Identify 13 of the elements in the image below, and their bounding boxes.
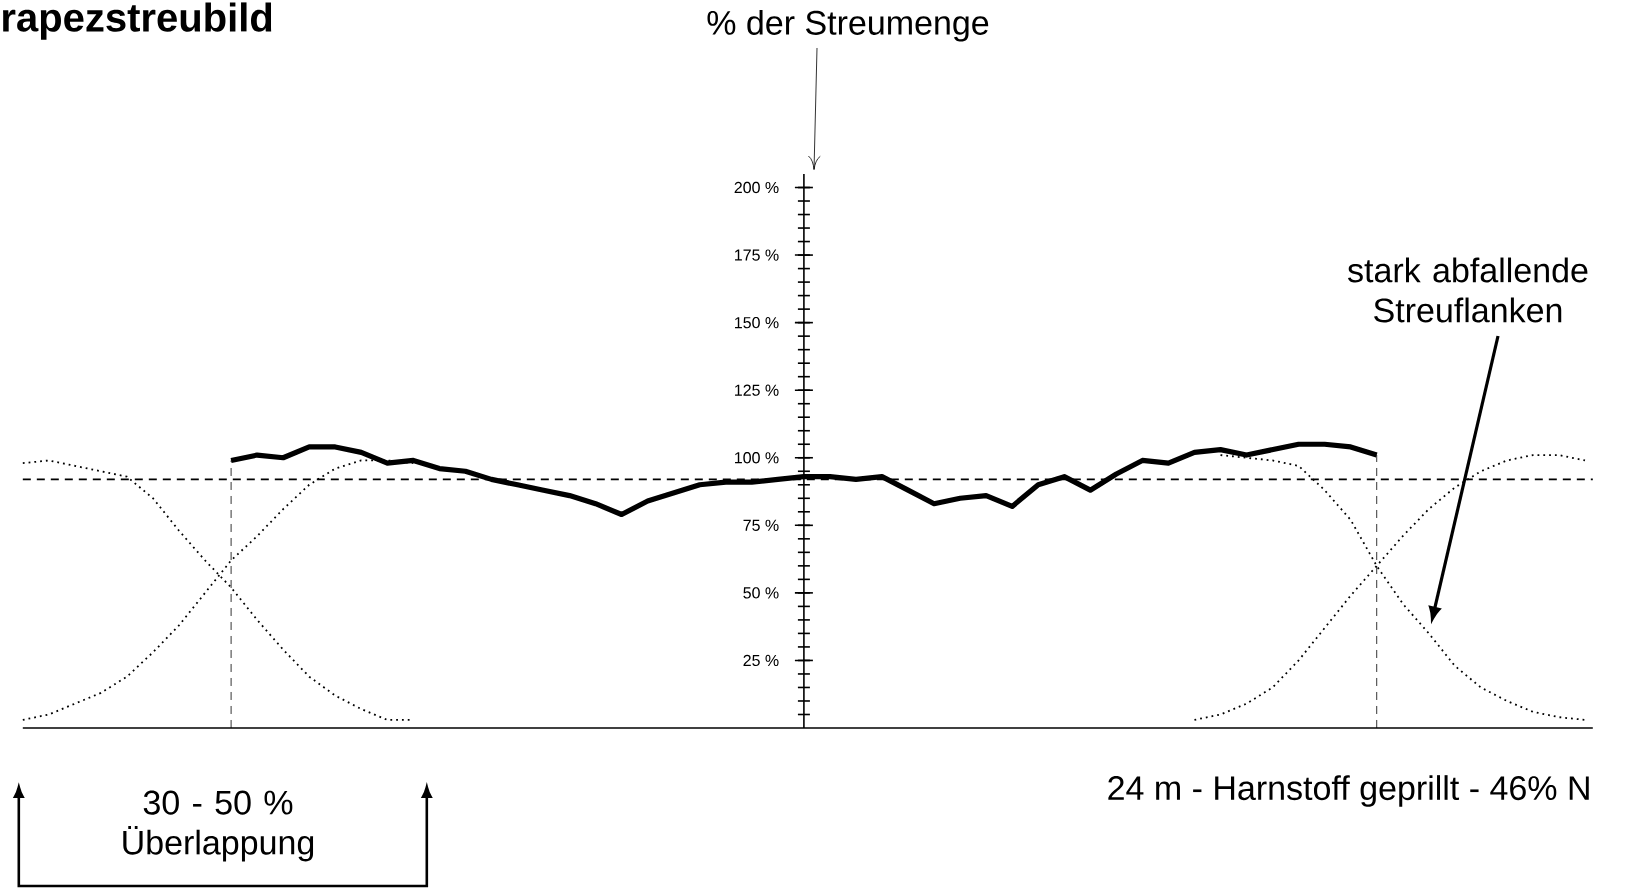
y-tick-label: 200 % bbox=[734, 181, 779, 194]
y-tick-label: 100 % bbox=[735, 452, 779, 464]
y-tick-label: 175 % bbox=[735, 249, 779, 261]
text: 30 - 50 % Überlappung bbox=[123, 790, 314, 862]
y-tick-label: 125 % bbox=[735, 384, 779, 396]
y-axis-title: % der Streumenge bbox=[707, 9, 989, 42]
y-tick-label: 150 % bbox=[735, 316, 779, 329]
y-tick-label: 50 % bbox=[743, 587, 779, 599]
y-tick-label: 25 % bbox=[743, 654, 779, 667]
annotation: stark abfallende Streuflanken bbox=[1347, 257, 1588, 323]
chart-title: rapezstreubild bbox=[3, 2, 272, 40]
text: 24 m - Harnstoff geprillt - 46% N bbox=[1108, 775, 1589, 807]
y-tick-label: 75 % bbox=[743, 519, 779, 531]
